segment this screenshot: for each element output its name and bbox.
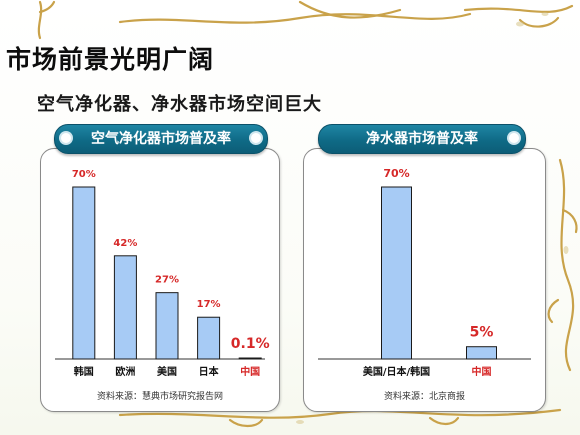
bar-1 (113, 255, 137, 360)
chart-source-air-purifier: 资料来源：慧典市场研究报告网 (96, 392, 223, 402)
bullet-dot-icon (61, 133, 71, 143)
bar-value-label: 5% (470, 325, 494, 341)
bar-4 (238, 357, 262, 360)
air-purifier-chart-panel: 70% 韩国 42% 欧洲 27% 美国 17% 日本 0.1% 中国 资料来源：慧典市场研究报告… (40, 148, 280, 412)
category-label: 中国 (240, 365, 260, 378)
bar-value-label: 27% (155, 275, 179, 286)
air-purifier-chart-title-text: 空气净化器市场普及率 (91, 131, 231, 147)
bar-value-label: 0.1% (231, 336, 270, 352)
bullet-dot-icon (509, 133, 519, 143)
bar-value-label: 70% (383, 167, 409, 180)
water-purifier-chart-panel: 70% 美国/日本/韩国 5% 中国 资料来源：北京商报 (303, 148, 546, 412)
bar-2 (155, 292, 179, 360)
bar-0 (72, 186, 96, 360)
bar-value-label: 17% (197, 299, 221, 310)
bar-value-label: 70% (72, 169, 96, 180)
bar-1 (466, 346, 497, 360)
water-purifier-chart: 70% 美国/日本/韩国 5% 中国 (318, 167, 531, 378)
bar-value-label: 42% (113, 238, 137, 249)
bar-0 (381, 186, 412, 360)
slide-subtitle: 空气净化器、净水器市场空间巨大 (37, 94, 322, 115)
bullet-dot-icon (251, 133, 261, 143)
bar-3 (197, 316, 221, 360)
category-label: 日本 (199, 365, 220, 378)
category-label: 美国/日本/韩国 (363, 365, 430, 378)
air-purifier-chart: 70% 韩国 42% 欧洲 27% 美国 17% 日本 0.1% 中国 (55, 169, 270, 378)
slide-title: 市场前景光明广阔 (6, 45, 215, 74)
category-label: 美国 (157, 365, 177, 378)
chart-source-water-purifier: 资料来源：北京商报 (383, 392, 465, 402)
water-purifier-chart-title-text: 净水器市场普及率 (366, 131, 478, 147)
water-purifier-chart-title: 净水器市场普及率 (318, 124, 526, 154)
category-label: 欧洲 (115, 365, 135, 378)
category-label: 韩国 (74, 365, 94, 378)
category-label: 中国 (472, 365, 492, 378)
air-purifier-chart-title: 空气净化器市场普及率 (54, 124, 268, 154)
